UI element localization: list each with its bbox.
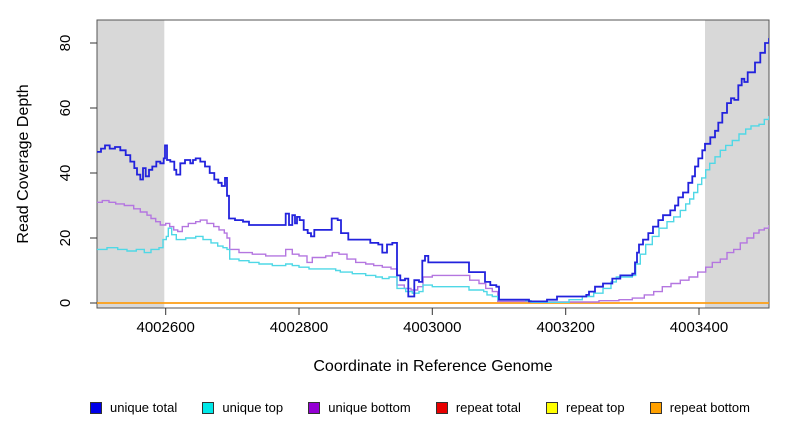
legend-item-repeat-top: repeat top: [546, 401, 625, 414]
series-line-unique-top: [97, 116, 769, 303]
repeat-bottom-swatch-icon: [649, 401, 662, 414]
x-axis-title: Coordinate in Reference Genome: [313, 358, 552, 375]
legend-label: unique total: [110, 400, 178, 415]
y-tick-label: 20: [57, 230, 74, 247]
legend-label: repeat top: [566, 400, 625, 415]
legend-label: repeat bottom: [669, 400, 750, 415]
y-tick-label: 60: [57, 100, 74, 117]
legend-label: unique top: [222, 400, 284, 415]
legend-item-repeat-bottom: repeat bottom: [649, 400, 750, 415]
repeat-top-swatch-icon: [546, 401, 559, 414]
x-tick-label: 4002600: [136, 319, 194, 336]
plot-border: [96, 19, 770, 309]
series-lines: [97, 38, 769, 304]
series-line-unique-total: [97, 38, 769, 303]
series-line-unique-bottom: [97, 199, 769, 303]
legend-item-unique-bottom: unique bottom: [308, 400, 411, 415]
x-tick-label: 4003400: [670, 319, 728, 336]
unique-bottom-swatch-icon: [308, 401, 321, 414]
y-tick-label: 0: [57, 299, 74, 307]
repeat-total-swatch-icon: [435, 401, 448, 414]
x-tick-label: 4002800: [270, 319, 328, 336]
unique-top-swatch-icon: [202, 401, 215, 414]
legend-label: repeat total: [455, 400, 521, 415]
unique-total-swatch-icon: [90, 401, 102, 414]
shaded-region: [97, 20, 165, 308]
y-axis-title: Read Coverage Depth: [15, 84, 32, 243]
x-tick-label: 4003200: [536, 319, 594, 336]
y-tick-label: 40: [57, 165, 74, 182]
legend-item-repeat-total: repeat total: [435, 400, 521, 415]
legend-item-unique-total: unique total: [90, 401, 177, 414]
legend-item-unique-top: unique top: [202, 401, 283, 414]
legend-label: unique bottom: [328, 400, 411, 415]
x-tick-label: 4003000: [403, 319, 461, 336]
y-tick-label: 80: [57, 35, 74, 52]
legend: unique total unique top unique bottom re…: [90, 401, 750, 414]
